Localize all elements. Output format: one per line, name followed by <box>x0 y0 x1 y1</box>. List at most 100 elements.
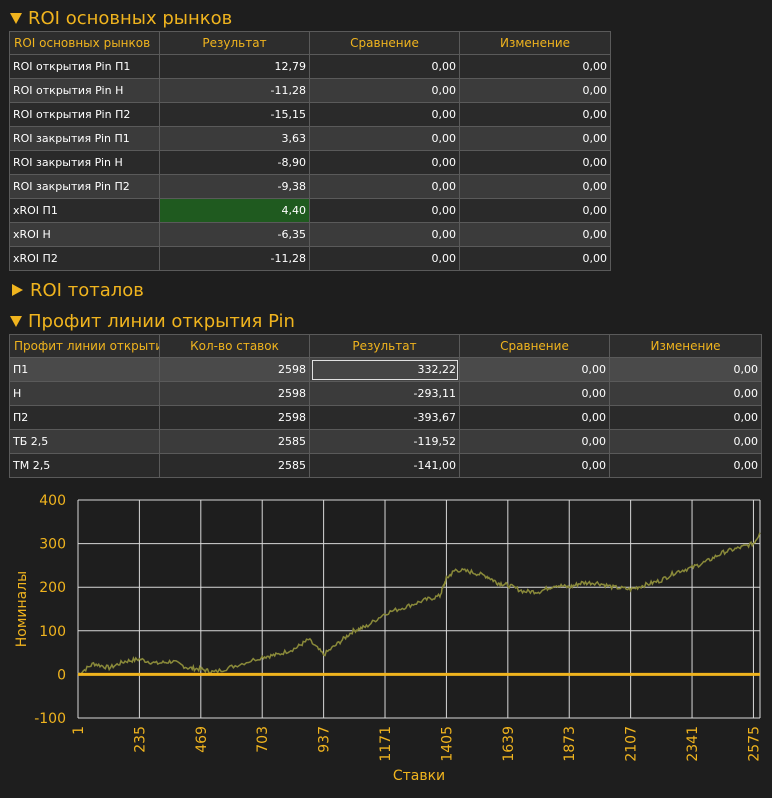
section-header-profit-open[interactable]: Профит линии открытия Pin <box>10 309 295 333</box>
cell-name[interactable]: xROI П2 <box>9 246 160 271</box>
cell-name[interactable]: ROI закрытия Pin П2 <box>9 174 160 199</box>
cell-name[interactable]: xROI Н <box>9 222 160 247</box>
cell-compare[interactable]: 0,00 <box>459 381 610 406</box>
table-row[interactable]: П1 2598 332,22 0,00 0,00 <box>9 357 762 382</box>
column-header-name[interactable]: Профит линии открытия Pin <box>9 334 160 358</box>
cell-compare[interactable]: 0,00 <box>309 126 460 151</box>
cell-change[interactable]: 0,00 <box>459 174 611 199</box>
cell-change[interactable]: 0,00 <box>609 405 762 430</box>
cell-bets[interactable]: 2598 <box>159 357 310 382</box>
table-row[interactable]: ROI открытия Pin П2 -15,15 0,00 0,00 <box>9 102 611 127</box>
cell-compare[interactable]: 0,00 <box>459 405 610 430</box>
section-title: ROI основных рынков <box>28 7 233 29</box>
cell-name[interactable]: xROI П1 <box>9 198 160 223</box>
cell-bets[interactable]: 2585 <box>159 453 310 478</box>
cell-result[interactable]: -119,52 <box>309 429 460 454</box>
cell-compare[interactable]: 0,00 <box>309 222 460 247</box>
y-tick-label: 400 <box>39 493 66 509</box>
column-header-compare[interactable]: Сравнение <box>309 31 460 55</box>
cell-compare[interactable]: 0,00 <box>459 453 610 478</box>
table-row[interactable]: ТБ 2,5 2585 -119,52 0,00 0,00 <box>9 429 762 454</box>
cell-result[interactable]: -11,28 <box>159 246 310 271</box>
cell-result[interactable]: -293,11 <box>309 381 460 406</box>
column-header-bets[interactable]: Кол-во ставок <box>159 334 310 358</box>
cell-result[interactable]: -6,35 <box>159 222 310 247</box>
expand-arrow-icon[interactable] <box>12 284 23 296</box>
table-row[interactable]: П2 2598 -393,67 0,00 0,00 <box>9 405 762 430</box>
cell-name[interactable]: ТБ 2,5 <box>9 429 160 454</box>
table-row[interactable]: ROI закрытия Pin Н -8,90 0,00 0,00 <box>9 150 611 175</box>
cell-name[interactable]: ROI открытия Pin П2 <box>9 102 160 127</box>
cell-compare[interactable]: 0,00 <box>309 174 460 199</box>
cell-result[interactable]: 12,79 <box>159 54 310 79</box>
section-header-roi-markets[interactable]: ROI основных рынков <box>10 6 232 30</box>
cell-change[interactable]: 0,00 <box>459 54 611 79</box>
cell-name[interactable]: П2 <box>9 405 160 430</box>
cell-result[interactable]: -393,67 <box>309 405 460 430</box>
column-header-result[interactable]: Результат <box>159 31 310 55</box>
table-row[interactable]: ROI закрытия Pin П2 -9,38 0,00 0,00 <box>9 174 611 199</box>
cell-result[interactable]: -15,15 <box>159 102 310 127</box>
cell-change[interactable]: 0,00 <box>459 150 611 175</box>
cell-bets[interactable]: 2585 <box>159 429 310 454</box>
cell-change[interactable]: 0,00 <box>459 102 611 127</box>
table-row[interactable]: ROI закрытия Pin П1 3,63 0,00 0,00 <box>9 126 611 151</box>
collapse-arrow-icon[interactable] <box>10 12 22 24</box>
cell-compare[interactable]: 0,00 <box>309 150 460 175</box>
cell-result[interactable]: -141,00 <box>309 453 460 478</box>
table-row[interactable]: Н 2598 -293,11 0,00 0,00 <box>9 381 762 406</box>
y-tick-label: 0 <box>57 667 66 683</box>
cell-change[interactable]: 0,00 <box>459 126 611 151</box>
y-tick-label: -100 <box>34 711 66 727</box>
table-row[interactable]: ROI открытия Pin Н -11,28 0,00 0,00 <box>9 78 611 103</box>
table-row[interactable]: xROI Н -6,35 0,00 0,00 <box>9 222 611 247</box>
table-row[interactable]: ТМ 2,5 2585 -141,00 0,00 0,00 <box>9 453 762 478</box>
cell-compare[interactable]: 0,00 <box>309 78 460 103</box>
cell-compare[interactable]: 0,00 <box>459 357 610 382</box>
cell-compare[interactable]: 0,00 <box>309 54 460 79</box>
table-row[interactable]: xROI П2 -11,28 0,00 0,00 <box>9 246 611 271</box>
column-header-compare[interactable]: Сравнение <box>459 334 610 358</box>
cell-compare[interactable]: 0,00 <box>309 102 460 127</box>
cell-result[interactable]: -9,38 <box>159 174 310 199</box>
profit-line-chart[interactable]: 400 300 200 100 0 -100 1 235 469 703 937 1171 1405 1… <box>0 482 772 798</box>
section-header-roi-totals[interactable]: ROI тоталов <box>10 278 144 302</box>
table-row[interactable]: xROI П1 4,40 0,00 0,00 <box>9 198 611 223</box>
cell-change[interactable]: 0,00 <box>459 222 611 247</box>
x-tick-label: 937 <box>317 726 333 753</box>
cell-name[interactable]: ROI закрытия Pin Н <box>9 150 160 175</box>
cell-result[interactable]: 3,63 <box>159 126 310 151</box>
cell-compare[interactable]: 0,00 <box>309 246 460 271</box>
cell-change[interactable]: 0,00 <box>459 78 611 103</box>
cell-name[interactable]: ROI открытия Pin Н <box>9 78 160 103</box>
column-header-name[interactable]: ROI основных рынков <box>9 31 160 55</box>
cell-name[interactable]: Н <box>9 381 160 406</box>
column-header-change[interactable]: Изменение <box>459 31 611 55</box>
cell-change[interactable]: 0,00 <box>609 381 762 406</box>
cell-bets[interactable]: 2598 <box>159 381 310 406</box>
y-tick-label: 300 <box>39 537 66 553</box>
cell-result[interactable]: 4,40 <box>159 198 310 223</box>
cell-result[interactable]: -8,90 <box>159 150 310 175</box>
cell-change[interactable]: 0,00 <box>459 198 611 223</box>
cell-name[interactable]: ТМ 2,5 <box>9 453 160 478</box>
cell-change[interactable]: 0,00 <box>609 453 762 478</box>
cell-name[interactable]: ROI закрытия Pin П1 <box>9 126 160 151</box>
table-row[interactable]: ROI открытия Pin П1 12,79 0,00 0,00 <box>9 54 611 79</box>
cell-change[interactable]: 0,00 <box>609 357 762 382</box>
cell-result[interactable]: -11,28 <box>159 78 310 103</box>
cell-change[interactable]: 0,00 <box>609 429 762 454</box>
cell-name[interactable]: ROI открытия Pin П1 <box>9 54 160 79</box>
cell-name[interactable]: П1 <box>9 357 160 382</box>
column-header-result[interactable]: Результат <box>309 334 460 358</box>
cell-compare[interactable]: 0,00 <box>309 198 460 223</box>
column-header-change[interactable]: Изменение <box>609 334 762 358</box>
cell-bets[interactable]: 2598 <box>159 405 310 430</box>
section-title: Профит линии открытия Pin <box>28 310 295 332</box>
cell-change[interactable]: 0,00 <box>459 246 611 271</box>
x-tick-label: 703 <box>255 726 271 753</box>
cell-compare[interactable]: 0,00 <box>459 429 610 454</box>
collapse-arrow-icon[interactable] <box>10 315 22 327</box>
x-tick-label: 1 <box>71 726 87 735</box>
cell-result[interactable]: 332,22 <box>309 357 460 382</box>
